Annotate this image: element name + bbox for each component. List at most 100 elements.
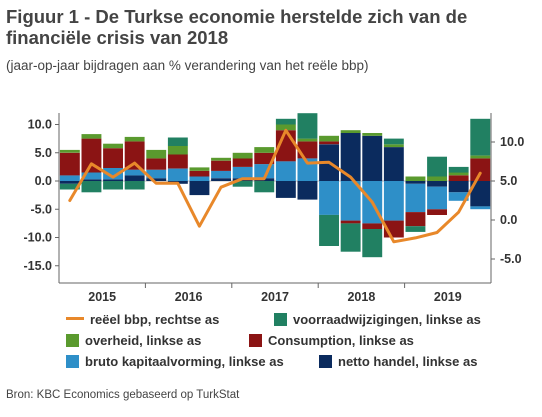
bar-voorraadwijzigingen-2017-Q4 [297,113,318,139]
bar-netto_handel-2019-Q2 [427,181,447,187]
bar-consumption-2019-Q2 [427,209,447,215]
bar-voorraadwijzigingen-2016-Q2 [167,137,188,146]
legend-item-voorraadwijzigingen: voorraadwijzigingen, linkse as [274,312,481,327]
bar-consumption-2015-Q2 [81,138,102,173]
source-note: Bron: KBC Economics gebaseerd op TurkSta… [6,389,240,401]
legend-item-reeel-bbp: reëel bbp, rechtse as [66,312,219,327]
bar-bruto_kapitaalvorming-2015-Q1 [59,175,80,181]
bar-voorraadwijzigingen-2017-Q3 [275,118,296,125]
right-tick-label: 5.0 [500,174,517,188]
bar-voorraadwijzigingen-2015-Q3 [103,181,123,190]
bar-consumption-2016-Q1 [146,158,167,170]
bar-overheid-2017-Q1 [232,152,253,159]
bar-consumption-2019-Q3 [448,175,469,181]
year-label: 2015 [88,290,116,304]
year-label: 2018 [347,290,375,304]
bar-voorraadwijzigingen-2019-Q1 [405,226,426,232]
bar-bruto_kapitaalvorming-2019-Q1 [405,183,426,213]
bar-overheid-2016-Q1 [146,149,167,159]
bar-bruto_kapitaalvorming-2018-Q4 [383,181,404,221]
legend-label-overheid: overheid, linkse as [85,333,202,348]
bar-overheid-2015-Q4 [124,136,145,142]
bar-overheid-2016-Q3 [189,167,210,171]
bar-overheid-2016-Q4 [211,157,231,161]
left-tick-label: 5.0 [35,146,52,160]
legend-item-netto-handel: netto handel, linkse as [319,354,477,369]
bar-bruto_kapitaalvorming-2017-Q3 [275,161,296,181]
bar-voorraadwijzigingen-2015-Q4 [124,181,145,190]
bar-voorraadwijzigingen-2015-Q1 [59,183,80,190]
bar-consumption-2018-Q1 [319,141,339,145]
chart-subtitle: (jaar-op-jaar bijdragen aan % veranderin… [6,58,369,73]
bar-netto_handel-2017-Q4 [297,181,318,200]
bar-voorraadwijzigingen-2015-Q2 [81,181,102,193]
bar-overheid-2019-Q1 [405,176,426,181]
bar-bruto_kapitaalvorming-2016-Q1 [146,169,167,179]
bar-bruto_kapitaalvorming-2015-Q3 [103,168,123,180]
year-label: 2019 [434,290,462,304]
bar-netto_handel-2019-Q3 [448,181,469,193]
bar-voorraadwijzigingen-2018-Q3 [362,229,383,258]
bar-voorraadwijzigingen-2018-Q4 [383,138,404,145]
left-tick-label: 0.0 [35,174,52,188]
bar-overheid-2018-Q1 [319,135,339,142]
legend-swatch-bruto-kapitaalvorming [66,355,79,368]
bar-netto_handel-2019-Q1 [405,181,426,184]
bar-netto_handel-2016-Q3 [189,181,210,196]
bar-netto_handel-2015-Q2 [81,179,102,181]
left-tick-label: -10.0 [24,231,53,245]
bar-consumption-2019-Q1 [405,212,426,227]
bar-bruto_kapitaalvorming-2015-Q2 [81,172,102,180]
bar-bruto_kapitaalvorming-2018-Q2 [340,181,361,221]
legend-swatch-consumption [249,334,262,347]
bar-netto_handel-2016-Q1 [146,178,167,181]
legend-item-consumption: Consumption, linkse as [249,333,414,348]
line-reeel-bbp [68,128,482,244]
bar-consumption-2015-Q4 [124,141,145,170]
legend-line-swatch-reeel-bbp [66,317,84,320]
year-label: 2016 [175,290,203,304]
legend-item-bruto-kapitaalvorming: bruto kapitaalvorming, linkse as [66,354,284,369]
bar-consumption-2016-Q2 [167,154,188,169]
legend-label-reeel-bbp: reëel bbp, rechtse as [90,312,220,327]
bar-consumption-2015-Q1 [59,152,80,176]
bar-bruto_kapitaalvorming-2016-Q4 [211,170,231,179]
bar-netto_handel-2015-Q3 [103,179,123,181]
bar-netto_handel-2018-Q4 [383,147,404,181]
bar-overheid-2015-Q1 [59,149,80,153]
bar-bruto_kapitaalvorming-2016-Q3 [189,176,210,181]
bar-bruto_kapitaalvorming-2019-Q2 [427,186,447,210]
legend-swatch-overheid [66,334,79,347]
right-tick-label: 0.0 [500,213,517,227]
bar-netto_handel-2018-Q2 [340,133,361,181]
legend-swatch-netto-handel [319,355,332,368]
bar-overheid-2019-Q2 [427,176,447,181]
stacked-bar-line-chart: 10.0 5.0 0.0 -5.0 -10.0 -15.0 10.0 5.0 0.0 -5.0 20… [24,113,524,304]
legend-label-consumption: Consumption, linkse as [268,333,414,348]
bar-consumption-2016-Q3 [189,170,210,177]
bar-overheid-2015-Q3 [103,143,123,149]
bar-voorraadwijzigingen-2017-Q1 [232,181,253,187]
bar-overheid-2018-Q4 [383,144,404,148]
bar-bruto_kapitaalvorming-2018-Q1 [319,181,339,215]
legend-label-voorraadwijzigingen: voorraadwijzigingen, linkse as [293,312,481,327]
bar-voorraadwijzigingen-2017-Q2 [254,181,275,193]
chart-title: Figuur 1 - De Turkse economie herstelde … [6,6,468,48]
legend-item-overheid: overheid, linkse as [66,333,201,348]
bar-overheid-2018-Q2 [340,130,361,133]
bar-consumption-2015-Q3 [103,148,123,168]
bar-bruto_kapitaalvorming-2019-Q4 [470,206,491,210]
left-tick-label: 10.0 [28,118,52,132]
bar-consumption-2019-Q4 [470,158,491,181]
bar-bruto_kapitaalvorming-2019-Q3 [448,192,469,201]
bar-consumption-2018-Q3 [362,223,383,230]
bar-consumption-2017-Q1 [232,158,253,167]
bar-overheid-2019-Q3 [448,172,469,176]
bar-voorraadwijzigingen-2018-Q1 [319,214,339,246]
bar-bruto_kapitaalvorming-2015-Q4 [124,169,145,176]
bar-voorraadwijzigingen-2019-Q2 [427,156,447,177]
bar-bruto_kapitaalvorming-2017-Q1 [232,166,253,179]
bar-consumption-2017-Q2 [254,152,275,165]
bar-consumption-2016-Q4 [211,160,231,171]
bar-overheid-2017-Q4 [297,138,318,142]
